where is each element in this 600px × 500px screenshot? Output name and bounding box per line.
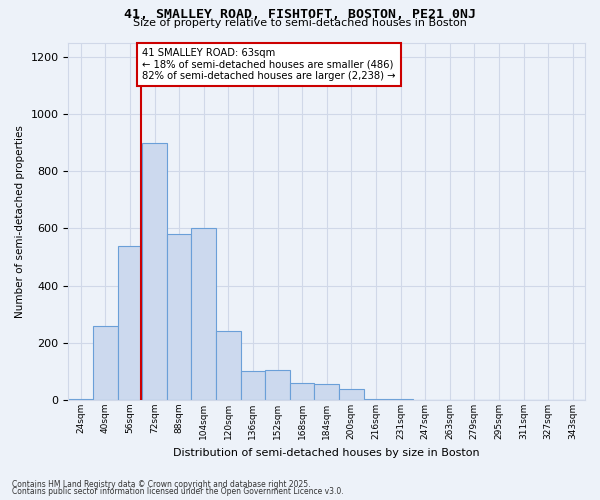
Bar — [364, 398, 388, 400]
Bar — [388, 399, 413, 400]
Bar — [118, 246, 142, 400]
Bar — [191, 228, 216, 400]
Bar — [241, 372, 265, 400]
Bar — [265, 370, 290, 400]
Bar — [93, 326, 118, 400]
Text: 41 SMALLEY ROAD: 63sqm
← 18% of semi-detached houses are smaller (486)
82% of se: 41 SMALLEY ROAD: 63sqm ← 18% of semi-det… — [142, 48, 396, 82]
Bar — [339, 388, 364, 400]
Bar — [167, 234, 191, 400]
Text: Contains HM Land Registry data © Crown copyright and database right 2025.: Contains HM Land Registry data © Crown c… — [12, 480, 311, 489]
Bar — [314, 384, 339, 400]
Y-axis label: Number of semi-detached properties: Number of semi-detached properties — [15, 125, 25, 318]
X-axis label: Distribution of semi-detached houses by size in Boston: Distribution of semi-detached houses by … — [173, 448, 480, 458]
Bar — [142, 142, 167, 400]
Bar — [216, 332, 241, 400]
Text: Size of property relative to semi-detached houses in Boston: Size of property relative to semi-detach… — [133, 18, 467, 28]
Bar — [290, 383, 314, 400]
Text: Contains public sector information licensed under the Open Government Licence v3: Contains public sector information licen… — [12, 487, 344, 496]
Bar — [68, 398, 93, 400]
Text: 41, SMALLEY ROAD, FISHTOFT, BOSTON, PE21 0NJ: 41, SMALLEY ROAD, FISHTOFT, BOSTON, PE21… — [124, 8, 476, 20]
